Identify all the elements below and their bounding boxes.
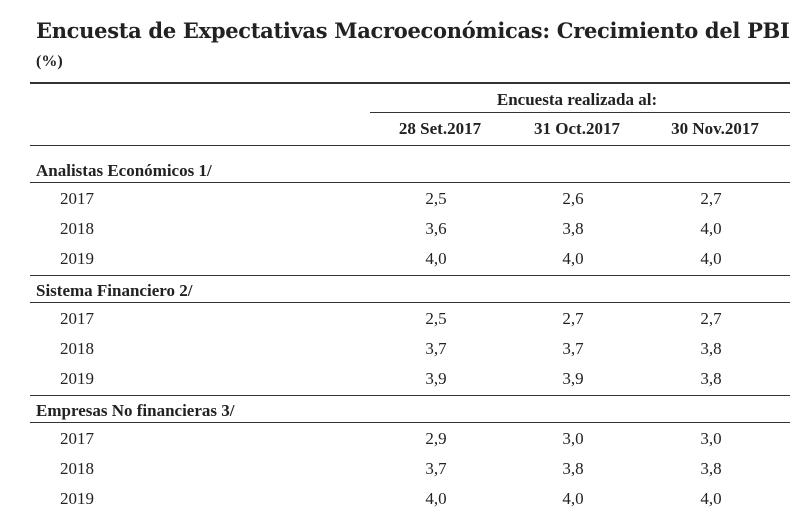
- cell: 3,9: [425, 369, 447, 388]
- cell: 3,0: [700, 429, 722, 448]
- cell: 4,0: [562, 489, 584, 508]
- cell: 3,8: [700, 339, 722, 358]
- cell: 4,0: [425, 489, 447, 508]
- cell: 3,6: [425, 219, 447, 238]
- title: Encuesta de Expectativas Macroeconómicas…: [36, 18, 790, 43]
- cell: 2,9: [425, 429, 447, 448]
- cell: 3,8: [700, 459, 722, 478]
- row-label: 2018: [60, 339, 94, 358]
- cell: 4,0: [700, 249, 722, 268]
- column-header: 28 Set.2017: [398, 119, 482, 138]
- row-label: 2017: [60, 189, 94, 208]
- section-label: Sistema Financiero 2/: [36, 281, 193, 300]
- row-label: 2018: [60, 219, 94, 238]
- row-label: 2019: [60, 369, 94, 388]
- cell: 3,7: [562, 339, 584, 358]
- cell: 2,7: [562, 309, 584, 328]
- cell: 3,7: [425, 459, 447, 478]
- row-label: 2019: [60, 489, 94, 508]
- subtitle: (%): [36, 53, 63, 70]
- cell: 3,7: [425, 339, 447, 358]
- group-header: Encuesta realizada al:: [496, 90, 658, 109]
- group-rule: [370, 112, 790, 113]
- header-rule: [30, 145, 790, 146]
- row-label: 2019: [60, 249, 94, 268]
- cell: 2,5: [425, 189, 447, 208]
- cell: 2,7: [700, 189, 722, 208]
- cell: 3,8: [562, 459, 584, 478]
- top-rule: [30, 82, 790, 84]
- section-rule: [30, 395, 790, 396]
- section-rule: [30, 275, 790, 276]
- row-label: 2017: [60, 309, 94, 328]
- cell: 4,0: [562, 249, 584, 268]
- cell: 2,7: [700, 309, 722, 328]
- section-label: Empresas No financieras 3/: [36, 401, 235, 420]
- cell: 2,5: [425, 309, 447, 328]
- section-label-rule: [30, 182, 790, 183]
- cell: 3,8: [700, 369, 722, 388]
- cell: 3,0: [562, 429, 584, 448]
- section-label-rule: [30, 422, 790, 423]
- cell: 4,0: [700, 489, 722, 508]
- cell: 4,0: [700, 219, 722, 238]
- row-label: 2017: [60, 429, 94, 448]
- column-header: 30 Nov.2017: [671, 119, 759, 138]
- row-label: 2018: [60, 459, 94, 478]
- cell: 4,0: [425, 249, 447, 268]
- column-header: 31 Oct.2017: [534, 119, 620, 138]
- cell: 3,9: [562, 369, 584, 388]
- cell: 2,6: [562, 189, 584, 208]
- cell: 3,8: [562, 219, 584, 238]
- section-label-rule: [30, 302, 790, 303]
- section-label: Analistas Económicos 1/: [36, 161, 212, 180]
